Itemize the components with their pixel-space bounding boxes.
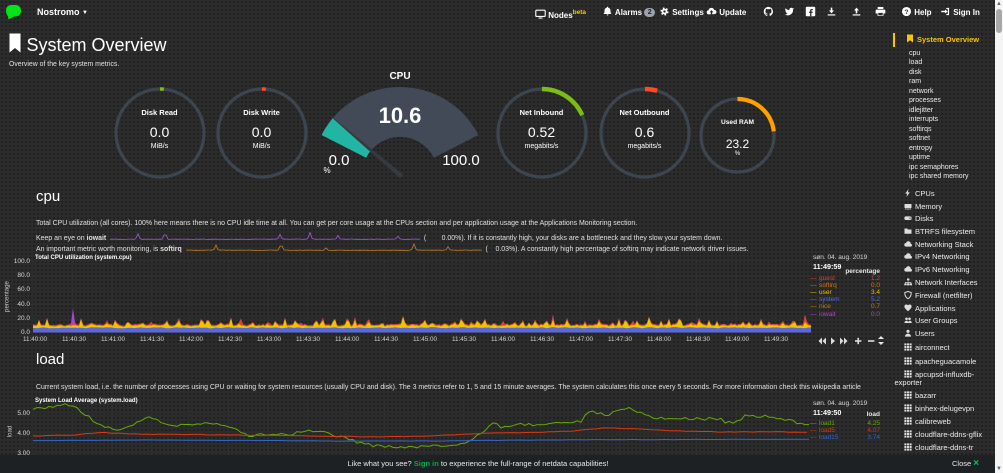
svg-text:?: ? [904,9,908,16]
